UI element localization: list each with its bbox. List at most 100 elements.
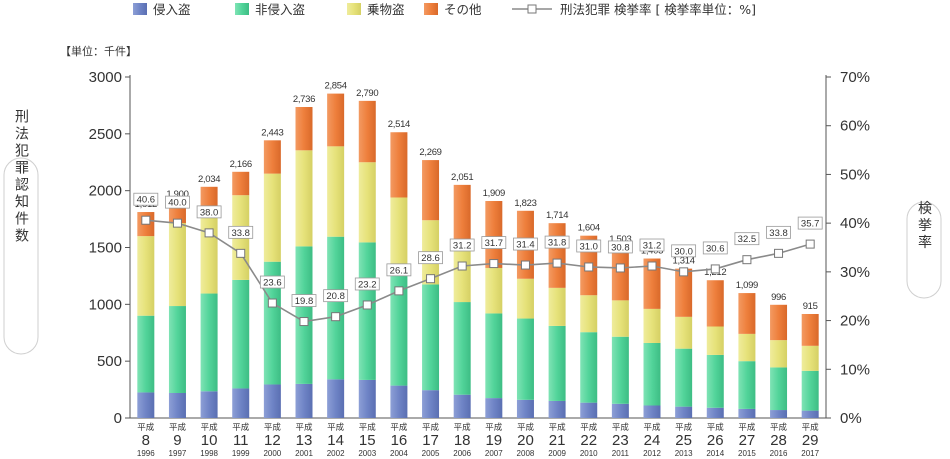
bar-segment-乗物盗 [643,308,661,343]
rate-label-box [481,236,507,249]
bar-segment-非侵入盗 [770,367,788,411]
y-right-tick-label: 0% [840,410,862,427]
x-heisei-number: 8 [142,432,150,449]
x-year-label: 2016 [770,449,788,458]
bar-segment-侵入盗 [232,388,250,418]
rate-label: 33.8 [231,228,250,239]
x-era-label: 平成 [454,422,472,433]
x-heisei-number: 12 [264,432,281,449]
bar-segment-侵入盗 [675,406,693,418]
rate-point [552,258,562,268]
bar-segment-非侵入盗 [453,302,471,395]
bar-segment-侵入盗 [485,398,503,418]
legend-swatch-2 [347,3,361,15]
bar-segment-非侵入盗 [168,306,186,393]
rate-label: 32.5 [738,234,757,245]
x-era-label: 平成 [390,422,408,433]
x-era-label: 平成 [422,422,440,433]
bar-segment-非侵入盗 [200,293,218,392]
bar-segment-その他 [485,201,503,268]
x-year-label: 2004 [390,449,408,458]
rate-label-box [576,239,602,253]
x-year-label: 2009 [548,449,566,458]
bar-segment-乗物盗 [327,146,345,237]
rate-label-box [418,251,443,265]
bar-segment-その他 [643,258,661,309]
x-heisei-number: 22 [580,432,597,449]
bar-total-label: 915 [803,301,818,312]
rate-label-box [133,192,159,206]
rate-point [520,260,530,270]
bar-segment-その他 [453,184,471,250]
x-year-label: 2011 [612,449,630,458]
bar-segment-その他 [263,140,281,174]
bar-segment-その他 [770,304,788,341]
rate-label-box [544,235,570,249]
rate-label-box [228,225,254,239]
bar-total-label: 1,099 [736,280,758,291]
rate-point [394,286,404,296]
rate-label-box [323,289,349,303]
x-heisei-number: 29 [802,432,819,449]
bar-total-label: 1,909 [483,188,505,199]
rate-label: 30.8 [611,242,630,253]
bar-total-label: 2,736 [293,94,315,105]
bar-segment-乗物盗 [675,316,693,349]
bar-segment-侵入盗 [295,383,313,418]
bar-segment-侵入盗 [453,394,471,418]
bar-segment-乗物盗 [548,287,566,326]
x-year-label: 2012 [643,449,661,458]
bar-segment-乗物盗 [295,150,313,247]
rate-label: 23.6 [263,278,282,289]
x-year-label: 2013 [675,449,693,458]
bar-segment-非侵入盗 [390,271,408,386]
bar-segment-侵入盗 [390,385,408,418]
rate-point [141,215,151,225]
x-year-label: 2017 [801,449,819,458]
bar-segment-乗物盗 [580,295,598,333]
bar-segment-乗物盗 [770,340,788,368]
bar-segment-非侵入盗 [548,325,566,401]
y-right-tick-label: 70% [840,69,870,86]
y-right-tick-label: 50% [840,166,870,183]
bar-segment-乗物盗 [390,197,408,272]
bar-total-label: 2,034 [198,174,220,185]
legend-label-1: 非侵入盗 [255,2,305,17]
bar-total-label: 2,269 [419,147,441,158]
rate-point [710,264,720,274]
x-year-label: 2003 [358,449,376,458]
rate-label: 33.8 [769,228,788,239]
unit-label: 【単位：千件】 [60,44,137,58]
rate-polyline [145,219,811,323]
bar-segment-乗物盗 [485,267,503,314]
x-year-label: 1998 [200,449,218,458]
x-heisei-number: 15 [359,432,376,449]
y-right-tick-label: 10% [840,361,870,378]
y-left-tick-label: 500 [97,353,122,370]
rate-label: 31.0 [579,241,598,252]
rate-label: 28.6 [421,253,440,264]
x-year-label: 2014 [706,449,724,458]
x-heisei-number: 28 [770,432,787,449]
y-left-tick-label: 2500 [89,126,122,143]
x-era-label: 平成 [549,422,567,433]
rate-label-box [766,225,791,239]
bar-segment-侵入盗 [358,379,376,418]
rate-point [457,261,467,271]
rate-label: 30.6 [706,243,725,254]
legend: 侵入盗 非侵入盗 乗物盗 その他 刑法犯罪 検挙率 [ 検挙率単位：%] [133,2,756,17]
rate-point [267,298,277,308]
x-year-label: 2002 [327,449,345,458]
bar-segment-乗物盗 [706,326,724,355]
bar-segment-非侵入盗 [706,354,724,408]
rate-label-box [639,238,665,252]
bar-segment-乗物盗 [453,249,471,303]
x-heisei-number: 11 [233,432,249,449]
rate-label: 30.0 [674,246,693,257]
bar-segment-非侵入盗 [327,236,345,380]
bar-total-label: 1,714 [546,210,568,221]
bar-total-label: 996 [771,292,786,303]
rate-point [584,262,594,272]
bar-segment-非侵入盗 [611,336,629,404]
bar-segment-その他 [706,280,724,327]
